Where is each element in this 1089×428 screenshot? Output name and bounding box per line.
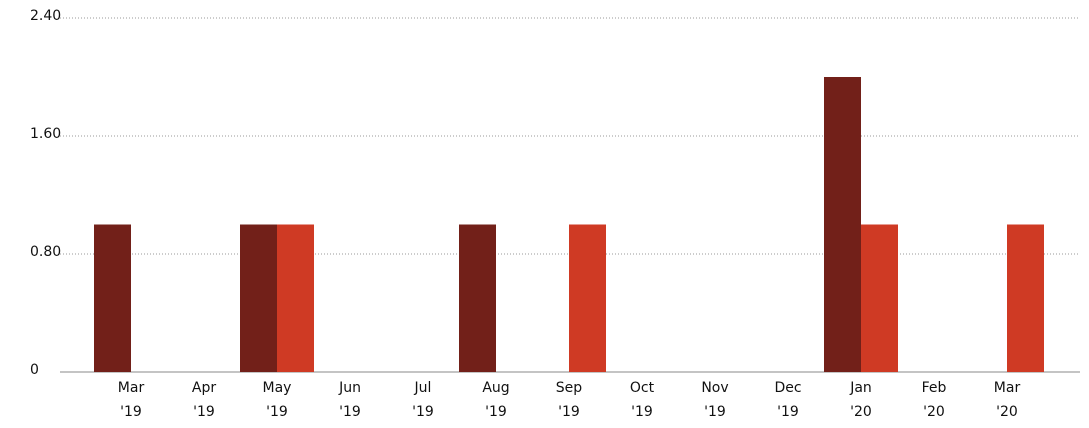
x-tick-label: Jan '20 — [849, 380, 872, 420]
bar — [277, 224, 314, 372]
x-tick-label-line: '19 — [120, 404, 142, 420]
x-tick-label-line: '19 — [485, 404, 507, 420]
x-tick-label-line: '19 — [266, 404, 288, 420]
x-tick-label: May '19 — [263, 380, 292, 420]
x-tick-label-line: Jun — [338, 380, 361, 396]
x-tick-label: Sep '19 — [556, 380, 583, 420]
bar — [824, 77, 861, 372]
x-tick-label-line: '20 — [996, 404, 1018, 420]
bar — [459, 224, 496, 372]
x-tick-label-line: Aug — [482, 380, 509, 396]
x-tick-label-line: '19 — [704, 404, 726, 420]
x-tick-label-line: Sep — [556, 380, 583, 396]
x-tick-label: Feb '20 — [922, 380, 947, 420]
x-tick-label: Mar '20 — [994, 380, 1021, 420]
bar — [1007, 224, 1044, 372]
y-tick-label: 1.60 — [30, 126, 61, 142]
x-tick-label: Dec '19 — [774, 380, 801, 420]
x-tick-label: Jul '19 — [412, 380, 434, 420]
y-tick-label: 0 — [30, 362, 39, 378]
bar — [94, 224, 131, 372]
x-tick-label-line: '19 — [558, 404, 580, 420]
x-tick-label-line: '19 — [193, 404, 215, 420]
x-tick-label-line: Jul — [414, 380, 432, 396]
y-tick-label: 2.40 — [30, 8, 61, 24]
x-tick-label-line: '20 — [850, 404, 872, 420]
x-tick-label-line: Feb — [922, 380, 947, 396]
x-tick-label: Mar '19 — [118, 380, 145, 420]
x-tick-label-line: Apr — [192, 380, 216, 396]
x-tick-label: Apr '19 — [192, 380, 216, 420]
x-tick-label-line: '19 — [339, 404, 361, 420]
x-tick-label-line: Dec — [774, 380, 801, 396]
x-tick-label-line: Jan — [849, 380, 872, 396]
x-tick-label-line: Mar — [994, 380, 1021, 396]
x-tick-label-line: Oct — [630, 380, 655, 396]
bar — [569, 224, 606, 372]
x-tick-label-line: '19 — [631, 404, 653, 420]
x-tick-label: Oct '19 — [630, 380, 655, 420]
x-tick-label-line: '19 — [412, 404, 434, 420]
bar — [861, 224, 898, 372]
x-tick-label-line: '20 — [923, 404, 945, 420]
x-tick-label: Aug '19 — [482, 380, 509, 420]
x-tick-label: Nov '19 — [701, 380, 728, 420]
x-tick-label-line: '19 — [777, 404, 799, 420]
x-tick-label: Jun '19 — [338, 380, 361, 420]
y-tick-label: 0.80 — [30, 244, 61, 260]
bar — [240, 224, 277, 372]
x-tick-label-line: Mar — [118, 380, 145, 396]
x-tick-label-line: Nov — [701, 380, 728, 396]
x-tick-label-line: May — [263, 380, 292, 396]
